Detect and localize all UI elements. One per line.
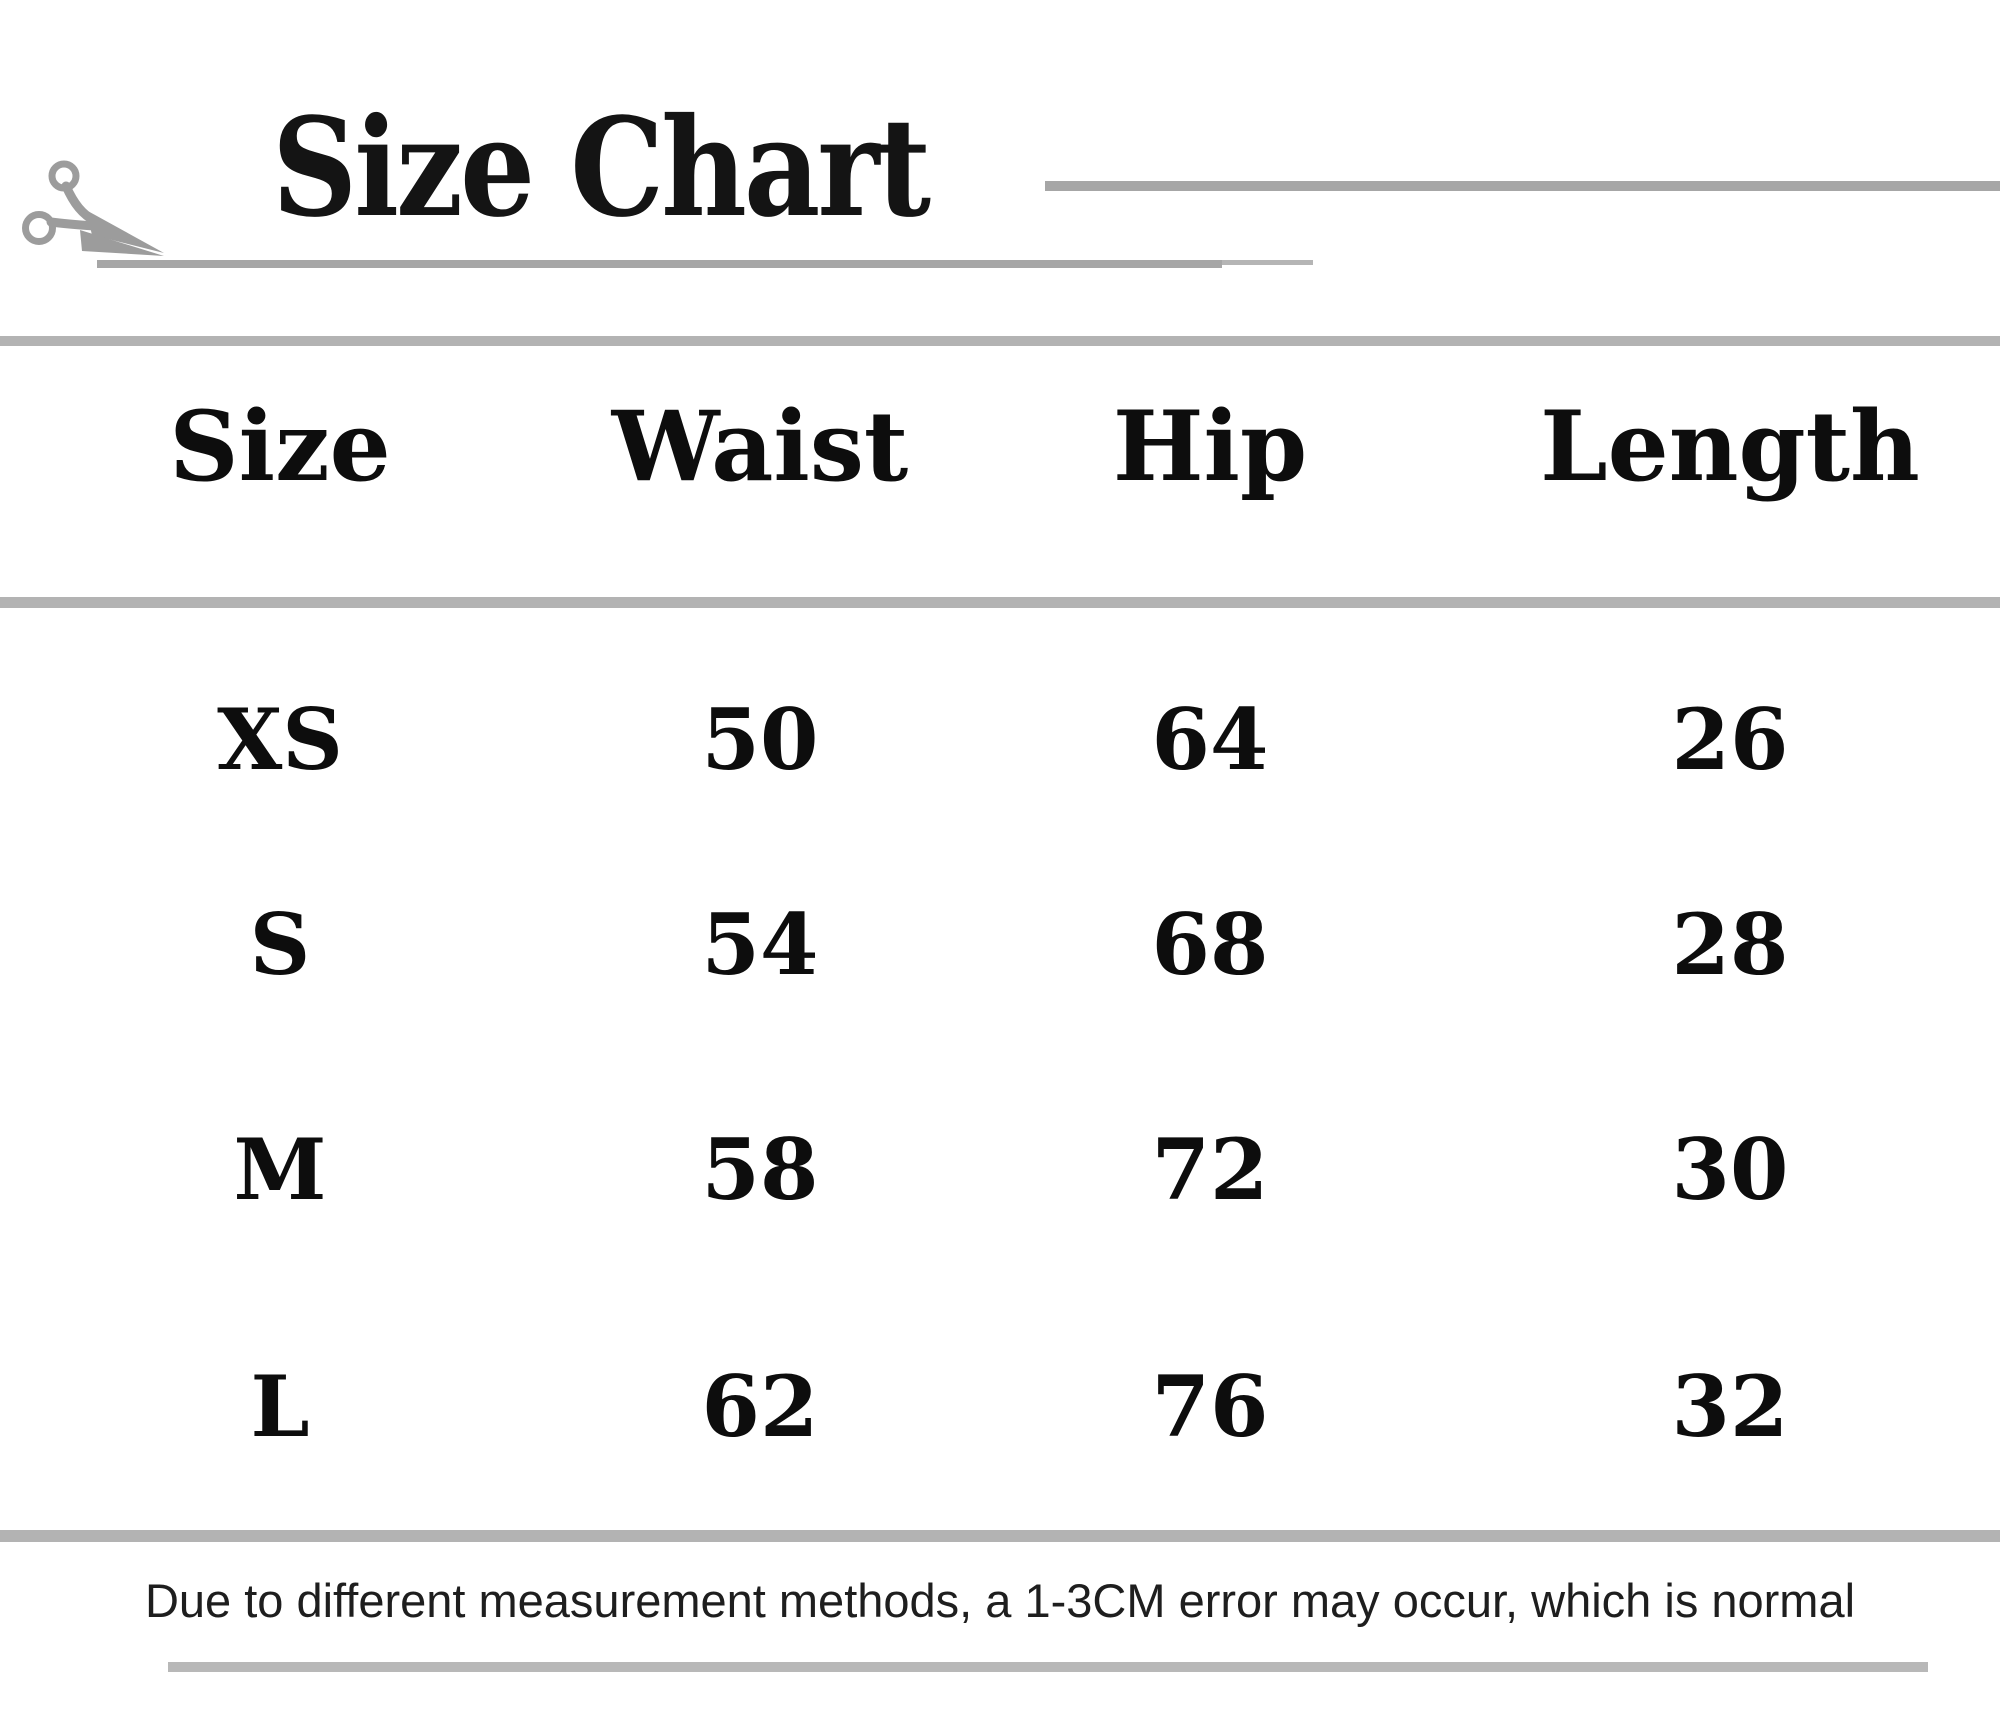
table-row: XS 50 64 26	[0, 696, 2000, 784]
cell-size: M	[233, 1120, 327, 1219]
column-header-waist: Waist	[611, 390, 909, 503]
measurement-disclaimer: Due to different measurement methods, a …	[144, 1574, 1856, 1627]
cell-size: S	[249, 895, 311, 994]
cell-hip: 68	[1151, 895, 1269, 994]
cell-waist: 50	[701, 690, 819, 789]
cell-length: 32	[1671, 1357, 1789, 1456]
footer-line	[168, 1662, 1928, 1672]
cell-waist: 58	[701, 1120, 819, 1219]
title-side-line	[1045, 181, 2000, 191]
table-row: S 54 68 28	[0, 901, 2000, 989]
header-bottom-divider	[0, 597, 2000, 608]
cell-size: XS	[217, 690, 343, 789]
cell-length: 30	[1671, 1120, 1789, 1219]
table-top-divider	[0, 336, 2000, 346]
column-header-hip: Hip	[1112, 390, 1308, 503]
cell-waist: 54	[701, 895, 819, 994]
page-title: Size Chart	[272, 87, 931, 248]
cell-hip: 64	[1151, 690, 1269, 789]
title-underline-extension	[1222, 260, 1313, 265]
cell-hip: 76	[1151, 1357, 1269, 1456]
title-underline	[97, 260, 1222, 268]
cell-length: 28	[1671, 895, 1789, 994]
table-row: L 62 76 32	[0, 1363, 2000, 1451]
cell-waist: 62	[701, 1357, 819, 1456]
column-header-size: Size	[169, 390, 391, 503]
scissors-icon	[22, 160, 164, 256]
cell-size: L	[250, 1357, 310, 1456]
cell-hip: 72	[1151, 1120, 1269, 1219]
cell-length: 26	[1671, 690, 1789, 789]
table-bottom-divider	[0, 1530, 2000, 1542]
table-header-row: Size Waist Hip Length	[0, 392, 2000, 502]
table-row: M 58 72 30	[0, 1126, 2000, 1214]
column-header-length: Length	[1540, 390, 1920, 503]
